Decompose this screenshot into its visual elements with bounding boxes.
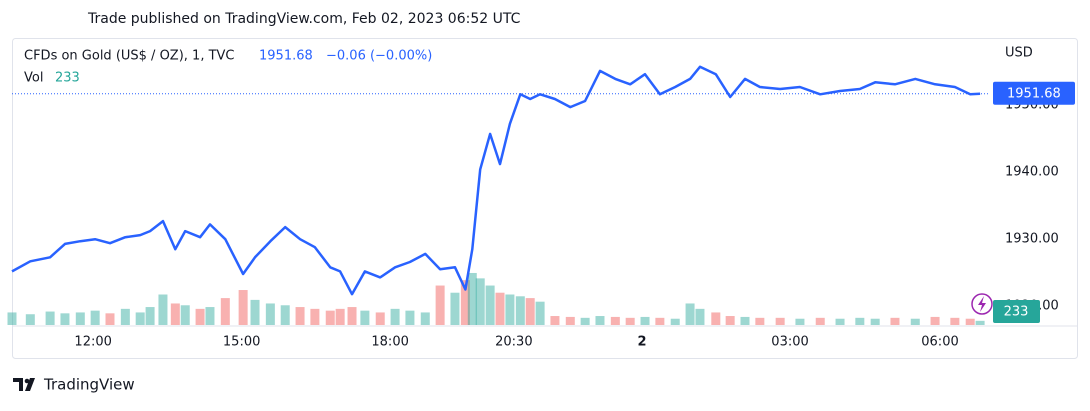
volume-bar — [375, 312, 385, 325]
volume-bar — [485, 285, 495, 325]
volume-bar — [420, 312, 430, 325]
volume-bar — [220, 298, 230, 325]
legend-vol-name: Vol — [24, 71, 43, 86]
volume-bar — [711, 312, 721, 325]
y-axis-label: USD — [1005, 46, 1033, 61]
volume-bar — [550, 316, 560, 325]
x-tick-label: 12:00 — [74, 335, 111, 350]
logo-dot — [24, 378, 30, 384]
volume-bar — [655, 317, 665, 325]
legend-vol-value: 233 — [55, 71, 80, 86]
volume-bar — [145, 307, 155, 325]
volume-bar — [335, 308, 345, 325]
legend-title: CFDs on Gold (US$ / OZ), 1, TVC — [24, 49, 235, 64]
volume-bar — [890, 317, 900, 325]
volume-bar — [625, 317, 635, 325]
volume-bar — [75, 312, 85, 325]
volume-bar — [495, 292, 505, 325]
volume-bar — [170, 303, 180, 325]
volume-bar — [910, 318, 920, 325]
volume-bar — [610, 316, 620, 325]
volume-bar — [595, 316, 605, 325]
volume-bar — [525, 298, 535, 325]
volume-label: 233 — [1004, 305, 1029, 320]
volume-bar — [135, 312, 145, 325]
volume-bar — [405, 310, 415, 325]
volume-bar — [295, 307, 305, 325]
x-tick-label: 2 — [638, 335, 647, 350]
volume-bar — [105, 313, 115, 325]
volume-bar — [180, 305, 190, 325]
volume-bar — [360, 310, 370, 325]
x-tick-label: 03:00 — [771, 335, 808, 350]
x-tick-label: 15:00 — [223, 335, 260, 350]
legend-price: 1951.68 — [259, 49, 313, 64]
logo — [13, 378, 35, 391]
volume-bar — [238, 290, 248, 325]
volume-bar — [565, 316, 575, 325]
volume-bar — [450, 292, 460, 325]
volume-bar — [930, 316, 940, 325]
volume-bar — [725, 316, 735, 325]
volume-bar — [310, 308, 320, 325]
legend-change: −0.06 (−0.00%) — [326, 49, 432, 64]
volume-bar — [505, 294, 515, 325]
volume-bar — [795, 318, 805, 325]
volume-bar — [870, 318, 880, 325]
volume-bar — [280, 305, 290, 325]
price-label: 1951.68 — [1007, 86, 1061, 101]
volume-bar — [815, 317, 825, 325]
volume-bar — [25, 314, 35, 325]
volume-bar — [460, 280, 470, 325]
volume-bar — [670, 318, 680, 325]
y-tick-label: 1930.00 — [1005, 232, 1059, 247]
volume-bar — [195, 308, 205, 325]
volume-bar — [535, 301, 545, 325]
volume-bar — [347, 307, 357, 325]
volume-bar — [580, 317, 590, 325]
chart-frame — [12, 38, 1078, 359]
price-label-box — [993, 81, 1075, 105]
volume-bar — [775, 317, 785, 325]
volume-bar — [855, 317, 865, 325]
x-tick-label: 20:30 — [495, 335, 532, 350]
volume-bar — [975, 320, 985, 325]
logo-mark — [13, 378, 35, 391]
volume-bar — [740, 316, 750, 325]
x-tick-label: 18:00 — [371, 335, 408, 350]
y-tick-label: 1940.00 — [1005, 165, 1059, 180]
volume-bar — [695, 308, 705, 325]
volume-bar — [205, 307, 215, 325]
volume-label-box — [993, 300, 1040, 323]
volume-bar — [265, 303, 275, 325]
volume-bar — [45, 311, 55, 325]
volume-bar — [325, 310, 335, 325]
volume-bar — [60, 313, 70, 325]
footer-brand: TradingView — [43, 376, 135, 394]
header: Trade published on TradingView.com, Feb … — [87, 11, 521, 27]
volume-bar — [685, 303, 695, 325]
volume-bar — [467, 272, 477, 325]
volume-bar — [158, 294, 168, 325]
volume-bar — [835, 318, 845, 325]
volume-bar — [640, 316, 650, 325]
volume-bar — [250, 299, 260, 325]
x-tick-label: 06:00 — [921, 335, 958, 350]
volume-bar — [120, 308, 130, 325]
volume-bar — [7, 312, 17, 325]
volume-bar — [390, 308, 400, 325]
volume-bar — [950, 317, 960, 325]
volume-bar — [515, 296, 525, 325]
volume-bar — [435, 285, 445, 325]
alert-icon-bolt — [978, 296, 986, 312]
volume-bar — [475, 278, 485, 325]
price-line — [11, 65, 981, 296]
volume-bar — [90, 310, 100, 325]
volume-bar — [755, 317, 765, 325]
volume-bar — [965, 318, 975, 325]
